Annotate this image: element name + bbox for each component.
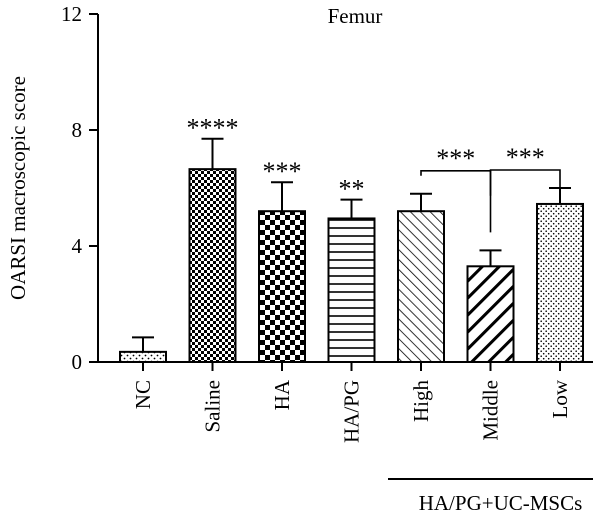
bracket-line [489,169,561,233]
bar-middle [466,265,515,363]
x-tick-label: HA [270,379,294,410]
bars [119,137,584,364]
x-tick-label: Low [548,379,572,418]
bar-ha-pg [327,217,376,363]
x-tick-label: Middle [479,380,503,441]
bar-ha [258,210,306,363]
y-tick-label: 8 [72,118,83,142]
group-label: HA/PG+UC-MSCs [419,491,583,515]
y-tick-label: 12 [61,2,82,26]
x-tick-label: NC [131,380,155,409]
y-tick-label: 0 [72,350,83,374]
bar-low [536,202,584,363]
bracket-label: *** [506,143,545,172]
x-tick-label: HA/PG [340,380,364,443]
significance-marker: *** [263,157,302,186]
bracket-label: *** [436,144,475,173]
comparison-bracket: *** [489,143,561,233]
labels: NC Saline **** HA *** HA/PG ** High Middle Low ***… [131,114,572,443]
significance-marker: **** [187,114,239,143]
chart-title: Femur [328,4,383,28]
y-tick-label: 4 [72,234,83,258]
comparison-bracket: *** [420,144,492,196]
significance-marker: ** [339,175,365,204]
y-axis-label: OARSI macroscopic score [6,76,30,300]
bar-high [397,210,445,363]
x-tick-label: High [409,380,433,423]
x-tick-label: Saline [201,380,225,433]
bar-nc [119,350,167,364]
bar-saline [188,168,237,363]
bracket-line [420,170,492,196]
